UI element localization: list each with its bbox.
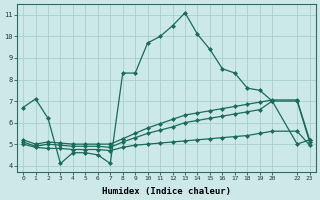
X-axis label: Humidex (Indice chaleur): Humidex (Indice chaleur) xyxy=(102,187,231,196)
